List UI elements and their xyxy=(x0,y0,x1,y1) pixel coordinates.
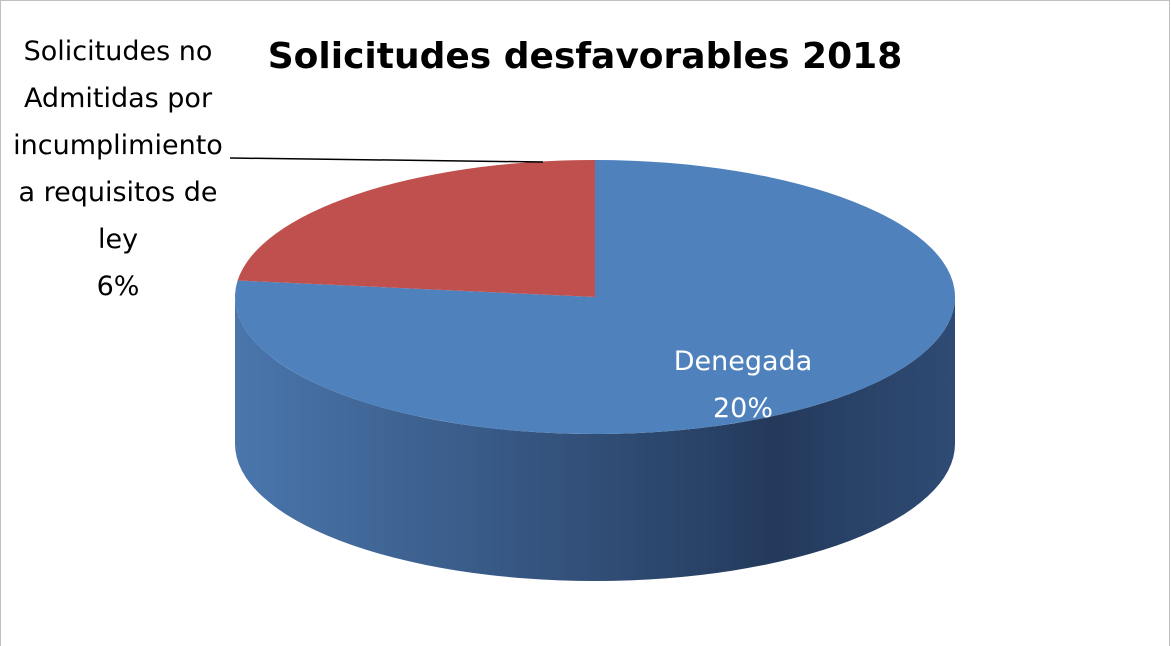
pie xyxy=(235,160,956,581)
leader-line xyxy=(229,157,544,163)
pie-slice xyxy=(235,160,956,434)
data-label: Solicitudes no Admitidas por incumplimie… xyxy=(4,28,232,310)
pie-side xyxy=(235,297,955,581)
pie-slice xyxy=(237,160,595,297)
label-value: 20% xyxy=(712,393,773,424)
label-name: Denegada xyxy=(673,346,813,377)
label-name: Solicitudes no Admitidas por incumplimie… xyxy=(13,36,223,255)
chart-title: Solicitudes desfavorables 2018 xyxy=(267,36,903,77)
data-label: Denegada 20% xyxy=(643,338,843,432)
label-value: 6% xyxy=(96,271,140,302)
